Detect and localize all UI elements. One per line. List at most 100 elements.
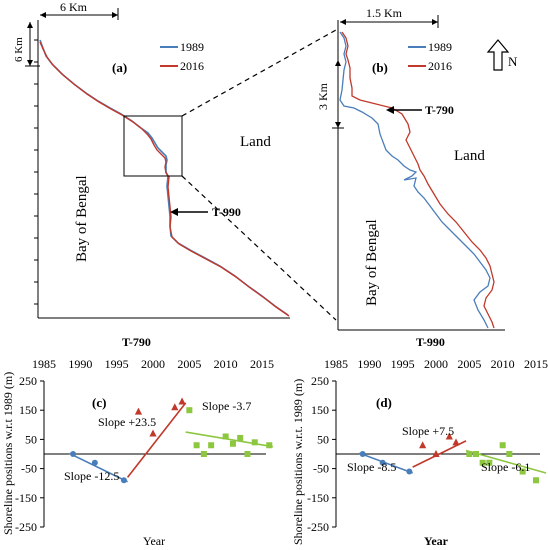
chart-c-panel-label: (c) (92, 395, 106, 410)
data-point (266, 442, 273, 449)
data-point (171, 403, 179, 411)
chart-d-title: T-990 (416, 335, 445, 349)
x-tick-label: 1985 (324, 357, 348, 371)
data-point (91, 459, 98, 466)
map-b-transect-arrow: T-790 (386, 103, 454, 117)
map-b-shoreline-2016 (341, 31, 495, 329)
chart-d: T-990 1985 1990 1995 2000 2005 2010 2015 250 15… (291, 335, 548, 548)
chart-c-slope-label-2: Slope -3.7 (202, 399, 251, 413)
data-point (70, 451, 77, 457)
y-tick-label: 150 (19, 403, 37, 417)
data-point (120, 477, 127, 484)
y-tick-label: -250 (307, 520, 329, 534)
x-tick-label: 1985 (32, 357, 56, 371)
data-point (519, 468, 526, 475)
map-b-transect-label: T-790 (425, 103, 454, 117)
chart-c-x-ticks: 1985 1990 1995 2000 2005 2010 2015 (32, 357, 274, 371)
trend-line (69, 452, 128, 483)
trend-line (359, 452, 413, 474)
data-point (406, 468, 413, 475)
chart-c-x-label: Year (143, 534, 165, 548)
map-a: 6 Km 6 Km 1989 2016 (a) Land Bay of Beng… (13, 0, 337, 321)
map-a-transect-label: T-990 (212, 205, 241, 219)
data-point (149, 429, 157, 437)
data-point (486, 459, 493, 466)
y-tick-label: -250 (15, 520, 37, 534)
data-point (445, 432, 453, 440)
x-tick-label: 2010 (491, 357, 515, 371)
map-b-legend: 1989 2016 (408, 40, 452, 73)
x-tick-label: 1990 (68, 357, 92, 371)
chart-d-x-ticks: 1985 1990 1995 2000 2005 2010 2015 (324, 357, 548, 371)
data-point (359, 451, 366, 457)
x-tick-label: 2000 (141, 357, 165, 371)
chart-d-y-ticks: 250 150 50 -50 -150 -250 (307, 374, 336, 534)
x-tick-label: 2010 (214, 357, 238, 371)
trend-line (185, 431, 274, 448)
chart-c: T-790 1985 1990 1995 2000 2005 2010 2015 250 15… (1, 335, 274, 548)
data-point (499, 442, 506, 449)
chart-d-slope-label-2: Slope -6.1 (481, 460, 530, 474)
data-point (178, 397, 186, 405)
y-tick-label: 50 (317, 432, 329, 446)
x-tick-label: 1995 (391, 357, 415, 371)
map-a-panel-label: (a) (112, 60, 127, 75)
x-tick-label: 1990 (357, 357, 381, 371)
x-tick-label: 1995 (105, 357, 129, 371)
data-point (473, 451, 479, 457)
map-b: 1.5 Km 3 Km 1989 2016 N (b) Land Bay of … (316, 6, 518, 331)
map-a-vertical-scale-bar: 6 Km (13, 22, 40, 67)
map-b-scale-label: 1.5 Km (366, 6, 403, 20)
map-a-land-label: Land (240, 134, 271, 150)
chart-d-slope-label-1: Slope +7.5 (402, 424, 454, 438)
map-a-shoreline-2016 (39, 41, 290, 317)
y-tick-label: 50 (25, 432, 37, 446)
chart-d-panel-label: (d) (376, 395, 392, 410)
data-point (193, 442, 200, 449)
data-point (466, 451, 473, 457)
y-tick-label: -150 (15, 491, 37, 505)
chart-d-marks (359, 432, 547, 484)
map-b-sea-label: Bay of Bengal (364, 219, 380, 306)
x-tick-label: 2005 (457, 357, 481, 371)
data-point (506, 451, 513, 457)
map-a-scale-label: 6 Km (60, 0, 88, 14)
y-tick-label: -50 (21, 462, 37, 476)
data-point (222, 433, 229, 440)
data-point (379, 459, 386, 466)
data-point (479, 459, 486, 466)
y-tick-label: 250 (19, 374, 37, 388)
x-tick-label: 2015 (524, 357, 548, 371)
chart-c-slope-label-0: Slope -12.5 (64, 469, 119, 483)
legend-b-2016-label: 2016 (428, 59, 452, 73)
zoom-guide-top (181, 29, 337, 117)
chart-c-y-ticks: 250 150 50 -50 -150 -250 (15, 374, 44, 534)
zoom-guide-bottom (181, 175, 337, 321)
chart-c-marks (69, 397, 274, 484)
data-point (419, 441, 427, 449)
map-b-land-label: Land (454, 148, 485, 164)
y-tick-label: -50 (313, 462, 329, 476)
chart-c-y-label: Shoreline positions w.r.t 1989 (m) (1, 372, 15, 535)
data-point (452, 438, 460, 446)
data-point (432, 450, 440, 457)
chart-d-y-label: Shoreline positions w.r.t. 1989 (m) (291, 379, 305, 545)
map-b-scale-bar: 1.5 Km (340, 6, 439, 28)
chart-d-slope-label-0: Slope -8.5 (347, 460, 396, 474)
legend-b-1989-label: 1989 (428, 40, 452, 54)
map-b-vertical-scale-bar: 3 Km (316, 60, 344, 129)
north-label: N (508, 54, 518, 69)
y-tick-label: 250 (311, 374, 329, 388)
map-a-zoom-box (123, 115, 183, 177)
data-point (251, 439, 258, 446)
chart-c-title: T-790 (122, 335, 151, 349)
data-point (237, 434, 244, 441)
north-arrow-icon: N (486, 39, 518, 71)
data-point (244, 451, 251, 457)
map-b-vertical-scale-label: 3 Km (316, 82, 330, 110)
map-b-panel-label: (b) (372, 60, 388, 75)
legend-1989-label: 1989 (180, 40, 204, 54)
data-point (186, 407, 193, 414)
chart-d-x-label: Year (424, 534, 449, 548)
map-a-transect-arrow: T-990 (170, 205, 241, 219)
